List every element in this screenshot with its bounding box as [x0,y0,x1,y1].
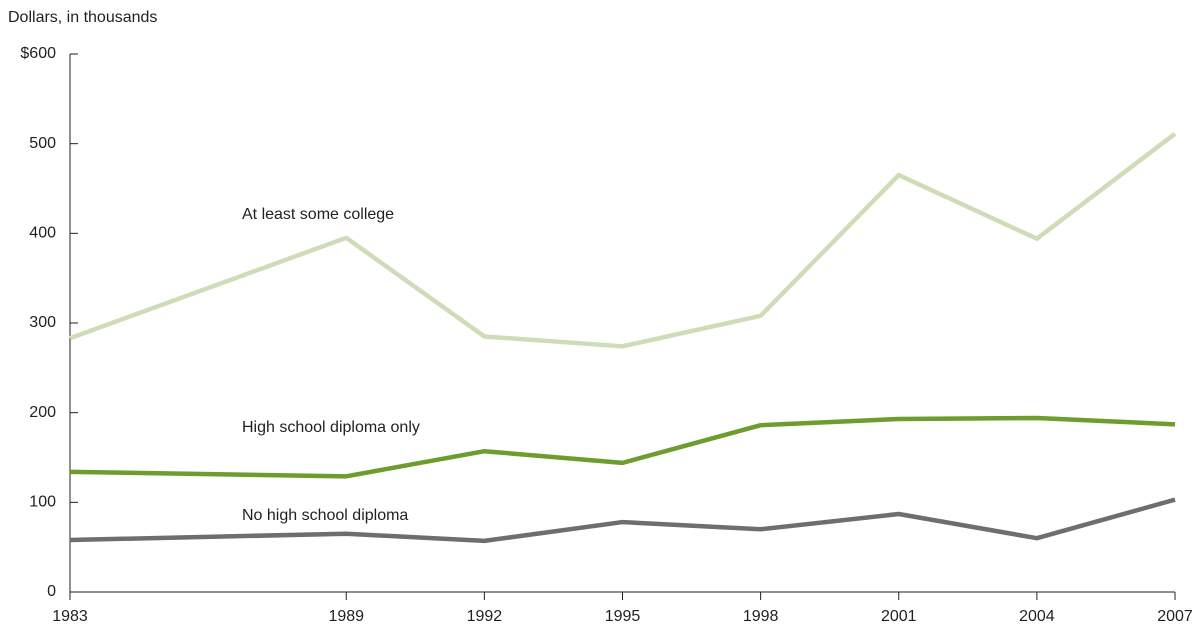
x-tick-label: 1992 [467,608,503,625]
x-tick-label: 1989 [328,608,364,625]
series-line [69,132,1177,349]
y-axis-label: Dollars, in thousands [8,9,157,26]
series-line [69,415,1176,479]
y-tick-label: 400 [29,225,56,242]
y-tick-label: 300 [29,314,56,331]
series-label: At least some college [242,206,394,223]
x-tick-label: 2007 [1157,608,1193,625]
x-tick-label: 1983 [52,608,88,625]
x-tick-label: 2004 [1019,608,1055,625]
y-tick-label: 0 [47,583,56,600]
series-label: No high school diploma [242,507,408,524]
series-label: High school diploma only [242,419,420,436]
series-line [69,497,1176,544]
y-tick-label: 500 [29,135,56,152]
y-tick-label: 200 [29,404,56,421]
x-tick-label: 1998 [743,608,779,625]
y-tick-label: 100 [29,494,56,511]
y-tick-label: $600 [20,45,56,62]
x-tick-label: 1995 [605,608,641,625]
x-tick-label: 2001 [881,608,917,625]
